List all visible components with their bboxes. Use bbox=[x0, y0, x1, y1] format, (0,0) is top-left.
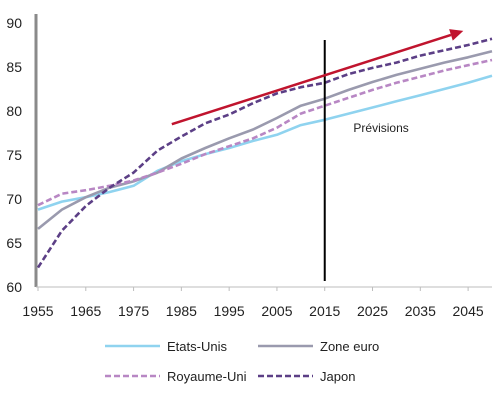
y-tick-label: 85 bbox=[6, 59, 22, 75]
series-line-etats-unis bbox=[37, 74, 493, 211]
y-tick-label: 90 bbox=[6, 15, 22, 31]
y-tick-label: 70 bbox=[6, 191, 22, 207]
y-tick-label: 80 bbox=[6, 103, 22, 119]
trend-arrow-shaft bbox=[171, 33, 452, 126]
trend-arrow-head bbox=[449, 29, 464, 41]
legend-label: Japon bbox=[320, 369, 355, 384]
series-layer bbox=[36, 37, 493, 269]
forecast-annotation: Prévisions bbox=[353, 121, 408, 135]
y-tick-label: 65 bbox=[6, 235, 22, 251]
x-tick-label: 1975 bbox=[118, 303, 149, 319]
x-tick-label: 2015 bbox=[309, 303, 340, 319]
x-tick-label: 2045 bbox=[453, 303, 484, 319]
x-tick-label: 1995 bbox=[214, 303, 245, 319]
series-line-royaume-uni bbox=[37, 58, 493, 207]
x-tick-label: 1985 bbox=[166, 303, 197, 319]
forecast-layer: Prévisions bbox=[171, 29, 464, 281]
y-tick-label: 60 bbox=[6, 279, 22, 295]
legend-label: Royaume-Uni bbox=[167, 369, 247, 384]
legend-label: Zone euro bbox=[320, 339, 379, 354]
x-tick-label: 2035 bbox=[405, 303, 436, 319]
axes: 60 65 70 75 80 85 90 1955 1965 1975 1985 1995 2005 20… bbox=[6, 14, 492, 319]
series-line-japon bbox=[36, 37, 493, 269]
x-tick-label: 2005 bbox=[261, 303, 292, 319]
x-tick-label: 1955 bbox=[22, 303, 53, 319]
series-line-zone-euro bbox=[37, 49, 493, 230]
legend-label: Etats-Unis bbox=[167, 339, 227, 354]
y-tick-label: 75 bbox=[6, 147, 22, 163]
legend: Etats-Unis Zone euro Royaume-Uni Japon bbox=[105, 339, 379, 384]
x-tick-label: 2025 bbox=[357, 303, 388, 319]
x-tick-label: 1965 bbox=[70, 303, 101, 319]
